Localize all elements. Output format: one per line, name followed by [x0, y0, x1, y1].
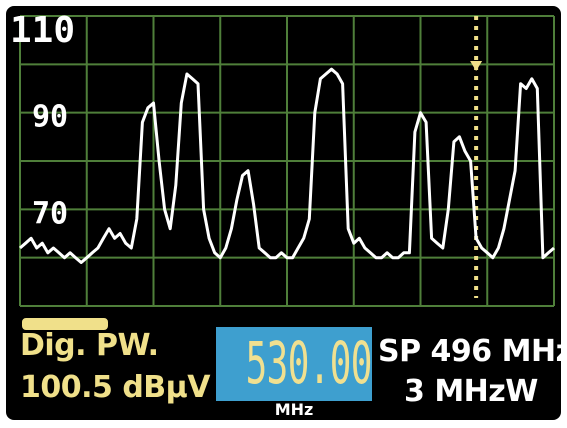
signal-level-value: 100.5 dBµV	[20, 370, 210, 405]
y-axis-labels: 110 90 70	[10, 10, 75, 231]
plot-grid	[19, 15, 555, 307]
bandwidth-setting-label: 3 MHzW	[404, 374, 538, 409]
spectrum-trace	[19, 67, 555, 264]
center-frequency-box[interactable]: 530.00	[216, 327, 372, 401]
center-frequency-value: 530.00	[245, 329, 373, 397]
span-setting-label: SP 496 MHz	[378, 334, 561, 369]
spectrum-plot: 110 90 70	[10, 10, 555, 307]
measurement-mode-label: Dig. PW.	[20, 328, 159, 363]
y-tick-label: 90	[32, 100, 68, 135]
mode-indicator-bar	[22, 318, 108, 330]
y-tick-label: 70	[32, 196, 68, 231]
y-tick-label: 110	[10, 10, 75, 51]
frequency-marker	[470, 16, 483, 298]
frequency-unit-label: MHz	[274, 400, 314, 419]
analyzer-screen: 110 90 70 Dig. PW. 100.5 dBµV 530.00 MHz S…	[6, 6, 561, 420]
marker-arrow-icon	[470, 61, 483, 71]
spectrum-trace-line	[19, 67, 555, 264]
